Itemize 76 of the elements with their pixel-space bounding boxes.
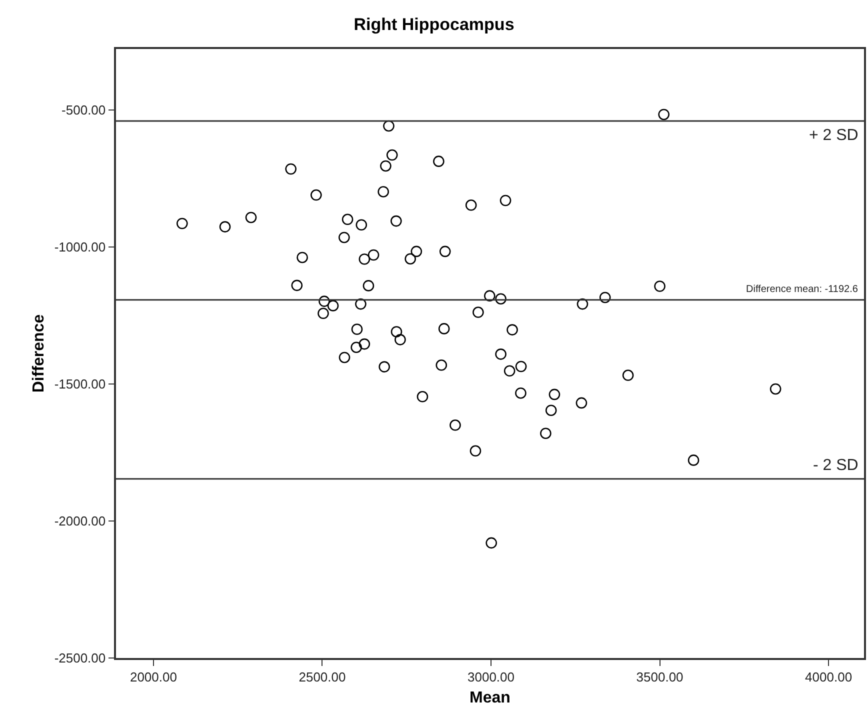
x-axis-title: Mean xyxy=(470,690,510,707)
point xyxy=(495,348,506,360)
point xyxy=(342,214,354,226)
point xyxy=(500,194,512,206)
point xyxy=(362,280,374,292)
point xyxy=(338,352,350,364)
point xyxy=(506,324,518,336)
point xyxy=(368,249,380,261)
point xyxy=(515,387,526,399)
point xyxy=(548,388,560,400)
x-tick-label: 4000.00 xyxy=(805,669,852,684)
point xyxy=(378,186,389,198)
point xyxy=(318,296,330,307)
point xyxy=(472,306,484,318)
point xyxy=(291,280,303,292)
y-tick-label: -2000.00 xyxy=(54,514,106,529)
point xyxy=(484,290,496,302)
point xyxy=(450,419,461,431)
point xyxy=(438,323,450,334)
point xyxy=(486,537,497,549)
y-axis-title: Difference xyxy=(30,314,48,393)
point xyxy=(358,338,370,350)
y-tick-label: -1500.00 xyxy=(54,376,106,392)
chart-title: Right Hippocampus xyxy=(354,14,514,34)
point xyxy=(495,293,506,304)
point xyxy=(688,454,700,466)
point xyxy=(433,156,444,167)
y-tick-label: -500.00 xyxy=(62,102,106,118)
x-tick-label: 2500.00 xyxy=(298,669,346,684)
point xyxy=(318,308,329,320)
point xyxy=(439,246,451,258)
x-tick-label: 3500.00 xyxy=(636,669,684,684)
point xyxy=(410,246,422,258)
ref-line-label: + 2 SD xyxy=(809,127,858,144)
point xyxy=(436,359,448,371)
point xyxy=(378,361,390,372)
point xyxy=(350,342,362,353)
point xyxy=(770,383,782,395)
point xyxy=(380,160,392,172)
point xyxy=(540,428,552,440)
y-tick-label: -2500.00 xyxy=(54,650,106,666)
point xyxy=(390,326,402,338)
point xyxy=(394,334,406,346)
ref-line-label: - 2 SD xyxy=(813,457,858,474)
point xyxy=(296,252,308,264)
point xyxy=(404,253,416,264)
point xyxy=(176,218,188,230)
point xyxy=(219,221,231,232)
point xyxy=(465,200,477,211)
point xyxy=(383,120,394,132)
point xyxy=(358,253,370,265)
point xyxy=(285,163,296,175)
point xyxy=(245,212,257,224)
point xyxy=(576,298,588,310)
point xyxy=(416,391,428,402)
point xyxy=(599,292,611,304)
point xyxy=(390,215,402,227)
point xyxy=(356,219,368,231)
point xyxy=(654,280,666,292)
y-tick-label: -1000.00 xyxy=(54,240,106,255)
point xyxy=(327,300,339,312)
x-tick-label: 2000.00 xyxy=(130,669,177,684)
x-tick-label: 3000.00 xyxy=(468,669,515,684)
point xyxy=(355,298,366,310)
point xyxy=(310,189,322,201)
point xyxy=(576,397,588,409)
point xyxy=(622,370,634,381)
point xyxy=(504,365,516,377)
ref-line-label: Difference mean: -1192.6 xyxy=(746,284,858,295)
point xyxy=(338,232,350,244)
point xyxy=(470,445,482,457)
point xyxy=(351,324,363,335)
point xyxy=(515,360,527,372)
point xyxy=(658,108,670,120)
point xyxy=(386,149,398,161)
point xyxy=(545,404,557,416)
